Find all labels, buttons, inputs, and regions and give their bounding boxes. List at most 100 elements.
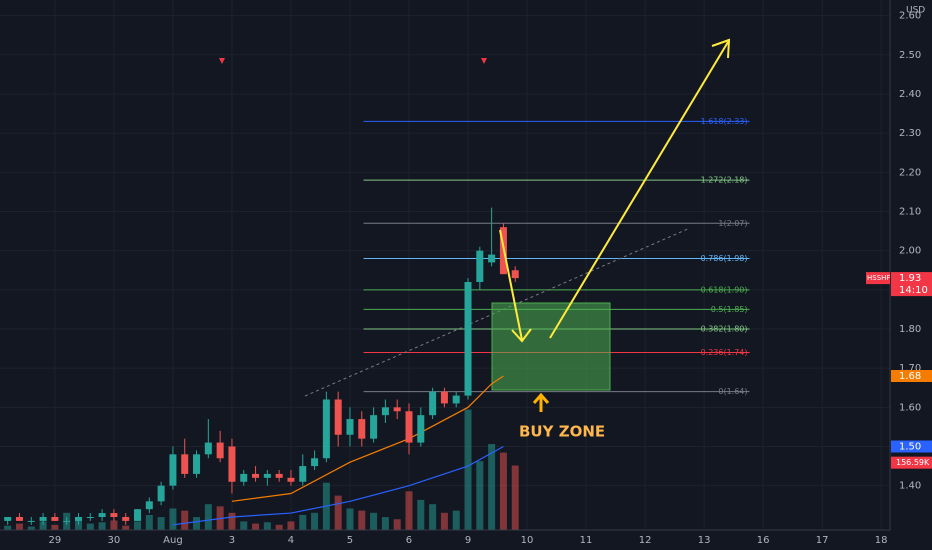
y-tick-label: 2.50 bbox=[899, 50, 921, 61]
candle-body bbox=[275, 473, 283, 478]
volume-bar bbox=[39, 521, 47, 530]
candle-body bbox=[216, 442, 224, 459]
price-tag bbox=[891, 272, 932, 297]
y-tick-label: 2.00 bbox=[899, 246, 921, 257]
candle-body bbox=[429, 391, 437, 416]
volume-bar bbox=[452, 510, 460, 530]
candle-body bbox=[110, 513, 118, 517]
fib-label: 0.382(1.80) bbox=[701, 325, 748, 334]
volume-bar bbox=[476, 461, 484, 530]
candle-body bbox=[381, 407, 389, 416]
candle-body bbox=[358, 419, 366, 439]
x-tick-label: 5 bbox=[347, 535, 353, 546]
price-tag-sub: 14:10 bbox=[899, 285, 928, 296]
volume-bar bbox=[193, 517, 201, 530]
candle-body bbox=[39, 517, 47, 521]
candle-body bbox=[193, 454, 201, 474]
currency: USD bbox=[906, 6, 925, 16]
candle-body bbox=[287, 477, 295, 482]
y-tick-label: 2.60 bbox=[899, 11, 921, 22]
x-tick-label: 13 bbox=[698, 535, 711, 546]
candle-body bbox=[181, 454, 189, 474]
volume-bar bbox=[204, 504, 212, 530]
volume bbox=[4, 409, 519, 530]
candle-body bbox=[299, 466, 307, 482]
buy-zone-box bbox=[491, 302, 611, 391]
volume-bar bbox=[27, 526, 35, 530]
candle-body bbox=[405, 411, 413, 443]
volume-bar bbox=[240, 521, 248, 530]
volume-bar bbox=[499, 452, 507, 530]
volume-bar bbox=[511, 465, 519, 530]
y-tick-label: 2.40 bbox=[899, 89, 921, 100]
candle-body bbox=[370, 415, 378, 439]
fib-label: 0.5(1.85) bbox=[711, 305, 748, 314]
volume-bar bbox=[228, 512, 236, 530]
volume-bar bbox=[311, 512, 319, 530]
volume-bar bbox=[287, 521, 295, 530]
volume-bar bbox=[464, 409, 472, 530]
symbol-label: HSSHF bbox=[867, 274, 890, 282]
candle-body bbox=[311, 458, 319, 467]
candle-body bbox=[74, 517, 82, 521]
candle-body bbox=[476, 250, 484, 282]
candle-body bbox=[122, 517, 130, 521]
down-arrow bbox=[499, 229, 532, 343]
x-tick-label: Aug bbox=[163, 535, 183, 546]
candle-body bbox=[393, 407, 401, 412]
candle-body bbox=[228, 446, 236, 482]
candle-body bbox=[51, 517, 59, 521]
up-arrow bbox=[549, 38, 731, 339]
volume-bar bbox=[393, 519, 401, 530]
symbol-tag bbox=[866, 272, 890, 285]
annotation: BUY ZONE bbox=[519, 423, 605, 441]
moving-average bbox=[172, 445, 504, 526]
volume-bar bbox=[51, 524, 59, 530]
y-tick-label: 1.40 bbox=[899, 481, 921, 492]
volume-tag-label: 156.59K bbox=[896, 458, 930, 467]
y-tick-label: 2.30 bbox=[899, 128, 921, 139]
price-tag bbox=[891, 440, 932, 453]
fib-label: 0.786(1.98) bbox=[701, 254, 748, 263]
volume-bar bbox=[381, 517, 389, 530]
volume-bar bbox=[334, 495, 342, 530]
volume-bar bbox=[417, 499, 425, 530]
axes: 1.401.501.601.701.801.902.002.102.202.30… bbox=[49, 11, 932, 546]
candle-body bbox=[63, 520, 71, 522]
volume-bar bbox=[86, 523, 94, 530]
fib-label: 1(2.07) bbox=[718, 219, 747, 228]
volume-bar bbox=[263, 522, 271, 530]
y-tick-label: 1.60 bbox=[899, 402, 921, 413]
candle-body bbox=[15, 517, 23, 521]
volume-bar bbox=[134, 521, 142, 530]
volume-bar bbox=[346, 508, 354, 530]
volume-bar bbox=[358, 510, 366, 530]
x-tick-label: 16 bbox=[757, 535, 770, 546]
x-tick-label: 12 bbox=[639, 535, 652, 546]
volume-bar bbox=[169, 508, 177, 530]
volume-bar bbox=[275, 524, 283, 530]
buy-arrow bbox=[532, 392, 550, 412]
arrows bbox=[499, 38, 731, 412]
candle-body bbox=[204, 442, 212, 455]
volume-bar bbox=[488, 444, 496, 530]
x-tick-label: 9 bbox=[465, 535, 471, 546]
candle-body bbox=[440, 391, 448, 404]
x-tick-label: 4 bbox=[288, 535, 294, 546]
price-tag bbox=[891, 370, 932, 382]
x-tick-label: 6 bbox=[406, 535, 412, 546]
candle-body bbox=[169, 454, 177, 486]
x-tick-label: 29 bbox=[49, 535, 62, 546]
y-tick-label: 1.70 bbox=[899, 363, 921, 374]
volume-bar bbox=[405, 491, 413, 530]
candle-body bbox=[27, 520, 35, 522]
volume-bar bbox=[429, 504, 437, 530]
candle-body bbox=[464, 282, 472, 396]
volume-bar bbox=[157, 517, 165, 530]
volume-bar bbox=[4, 525, 12, 530]
candle-body bbox=[134, 509, 142, 521]
volume-bar bbox=[370, 512, 378, 530]
candles bbox=[4, 207, 519, 525]
